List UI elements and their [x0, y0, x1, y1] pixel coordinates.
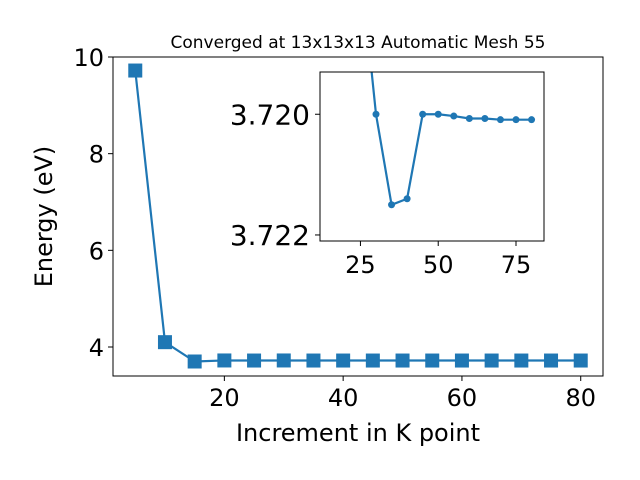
x-tick-label: 20 [209, 384, 240, 412]
inset-x-tick-label: 50 [423, 251, 454, 279]
inset-x-tick-label: 75 [501, 251, 532, 279]
data-point [187, 354, 202, 369]
inset-data-point [481, 114, 489, 122]
inset-data-point [496, 116, 504, 124]
data-point [573, 353, 588, 368]
y-tick-label: 6 [89, 237, 104, 265]
inset-x-tick-label: 25 [345, 251, 376, 279]
data-point [425, 353, 440, 368]
data-point [217, 353, 232, 368]
data-point [365, 353, 380, 368]
y-tick-label: 8 [89, 141, 104, 169]
x-axis-label: Increment in K point [236, 419, 480, 447]
inset-data-point [528, 116, 536, 124]
inset-series-group [370, 72, 536, 209]
inset-data-point [512, 116, 520, 124]
main-y-ticks: 4 6 8 10 [73, 44, 113, 362]
data-point [128, 63, 143, 78]
inset-data-point [388, 201, 396, 209]
main-series [128, 63, 588, 369]
data-point [336, 353, 351, 368]
data-point [484, 353, 499, 368]
inset-plot: 25 50 75 3.720 3.722 [230, 71, 545, 279]
y-tick-label: 4 [89, 334, 104, 362]
x-tick-label: 80 [565, 384, 596, 412]
x-tick-label: 60 [447, 384, 478, 412]
inset-series [370, 72, 536, 209]
data-point [247, 353, 262, 368]
inset-background [320, 72, 544, 241]
data-point [157, 335, 172, 350]
inset-y-tick-label: 3.722 [230, 219, 310, 252]
inset-data-point [434, 110, 442, 118]
inset-data-point [419, 110, 427, 118]
y-tick-label: 10 [73, 44, 104, 72]
inset-plot-frame [319, 71, 545, 242]
series-line [134, 70, 581, 363]
data-point [276, 353, 291, 368]
main-x-ticks: 20 40 60 80 [209, 376, 596, 412]
inset-data-point [372, 110, 380, 118]
inset-x-ticks: 25 50 75 [345, 241, 531, 279]
data-point [514, 353, 529, 368]
inset-data-point [450, 112, 458, 120]
inset-data-point [403, 195, 411, 203]
x-tick-label: 40 [328, 384, 359, 412]
main-plot: 20 40 60 80 4 6 8 10 Converged at 13x13x13 Aut… [30, 33, 604, 447]
data-point [544, 353, 559, 368]
y-axis-label: Energy (eV) [30, 146, 58, 288]
inset-y-tick-label: 3.720 [230, 98, 310, 131]
data-point [454, 353, 469, 368]
chart-title: Converged at 13x13x13 Automatic Mesh 55 [171, 33, 546, 53]
data-point [306, 353, 321, 368]
inset-data-point [465, 114, 473, 122]
data-point [395, 353, 410, 368]
inset-y-ticks: 3.720 3.722 [230, 98, 320, 252]
main-plot-frame [112, 56, 604, 377]
